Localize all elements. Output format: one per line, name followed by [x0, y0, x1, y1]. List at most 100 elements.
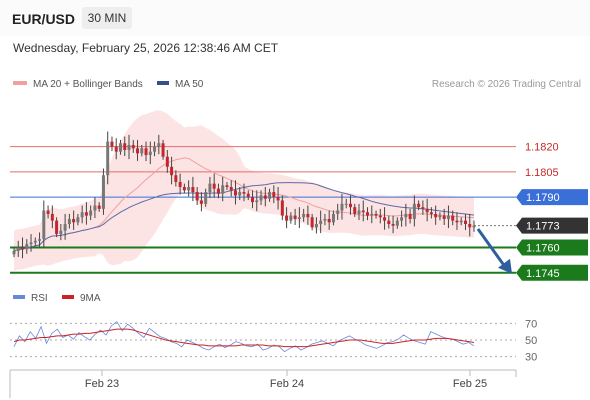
- forecast-arrow-shaft: [476, 228, 507, 268]
- candle-body: [357, 210, 361, 214]
- candle-body: [212, 183, 216, 189]
- legend-ma20-label: MA 20 + Bollinger Bands: [33, 79, 143, 90]
- candle-body: [442, 215, 446, 219]
- candle-body: [187, 187, 191, 191]
- candle-body: [272, 192, 276, 198]
- candle-body: [148, 151, 152, 156]
- candle-body: [140, 148, 144, 154]
- legend-9ma: 9MA: [62, 293, 101, 304]
- candle-body: [38, 239, 42, 241]
- candle-body: [225, 185, 229, 187]
- timeframe-button[interactable]: 30 MIN: [82, 7, 132, 29]
- candle-body: [118, 143, 122, 152]
- legend-rsi: RSI: [13, 293, 48, 304]
- candle-body: [123, 143, 127, 150]
- candle-body: [76, 217, 80, 223]
- level-label: 1.1820: [525, 142, 559, 154]
- candle-body: [174, 175, 178, 182]
- candle-body: [400, 217, 404, 221]
- candle-body: [251, 197, 255, 203]
- candle-body: [89, 210, 93, 216]
- candle-body: [263, 195, 267, 199]
- candle-body: [170, 166, 174, 176]
- level-tag: [516, 264, 588, 281]
- candle-body: [285, 215, 289, 221]
- candle-body: [438, 215, 442, 218]
- candle-body: [216, 188, 220, 194]
- candle-body: [319, 220, 323, 224]
- legend-rsi-label: RSI: [31, 293, 48, 304]
- candle-body: [208, 183, 212, 193]
- rsi-swatch: [13, 295, 25, 300]
- candle-body: [178, 181, 182, 187]
- candle-body: [429, 212, 433, 214]
- candle-body: [327, 218, 331, 223]
- candle-body: [204, 192, 208, 204]
- candle-body: [383, 217, 387, 221]
- candle-body: [395, 220, 399, 226]
- candle-body: [459, 220, 463, 223]
- x-tick-label: Feb 23: [85, 378, 119, 390]
- candle-body: [72, 218, 76, 223]
- candle-body: [233, 190, 237, 196]
- candle-body: [366, 212, 370, 216]
- level-tag: [516, 239, 588, 256]
- candle-body: [93, 205, 97, 211]
- candle-body: [84, 212, 88, 216]
- candle-body: [323, 218, 327, 221]
- candle-body: [80, 212, 84, 218]
- candle-body: [12, 250, 16, 255]
- ma9-swatch: [62, 295, 74, 300]
- candle-body: [297, 217, 301, 219]
- credit-label: Research © 2026 Trading Central: [431, 79, 581, 90]
- candle-body: [463, 220, 467, 224]
- candle-body: [387, 220, 391, 224]
- rsi-tick-label: 70: [525, 318, 537, 330]
- rsi-tick-label: 50: [525, 335, 537, 347]
- candle-body: [276, 197, 280, 201]
- candle-body: [468, 224, 472, 228]
- candle-body: [127, 144, 131, 150]
- candle-body: [97, 205, 101, 209]
- level-label: 1.1760: [526, 243, 560, 255]
- candle-body: [242, 192, 246, 194]
- candle-body: [238, 192, 242, 196]
- candle-body: [408, 213, 412, 219]
- level-label: 1.1790: [526, 192, 560, 204]
- candle-body: [246, 193, 250, 198]
- candle-body: [348, 203, 352, 208]
- candle-body: [451, 215, 455, 221]
- candle-body: [259, 195, 263, 201]
- candle-body: [421, 207, 425, 209]
- forecast-arrow-head: [498, 258, 512, 274]
- candle-body: [314, 224, 318, 228]
- x-tick-label: Feb 24: [270, 378, 304, 390]
- candle-body: [29, 242, 33, 245]
- candle-body: [331, 213, 335, 223]
- candle-body: [378, 215, 382, 218]
- candle-body: [336, 210, 340, 214]
- rsi-ma9-line: [13, 328, 475, 348]
- candle-body: [161, 143, 165, 157]
- level-tag: [516, 189, 588, 206]
- candle-body: [353, 207, 357, 214]
- candle-body: [25, 244, 29, 250]
- level-label: 1.1773: [526, 221, 560, 233]
- candle-body: [344, 203, 348, 205]
- candle-body: [446, 215, 450, 219]
- candle-body: [229, 187, 233, 191]
- candle-body: [425, 208, 429, 213]
- candle-body: [59, 230, 63, 235]
- candle-body: [340, 203, 344, 211]
- level-label: 1.1805: [525, 167, 559, 179]
- candle-body: [67, 218, 71, 224]
- ma20-swatch: [13, 81, 27, 86]
- candle-body: [289, 215, 293, 221]
- candle-body: [46, 210, 50, 214]
- candle-body: [50, 213, 54, 221]
- candle-body: [191, 187, 195, 193]
- candle-body: [310, 217, 314, 228]
- candle-body: [195, 192, 199, 201]
- candle-body: [391, 224, 395, 226]
